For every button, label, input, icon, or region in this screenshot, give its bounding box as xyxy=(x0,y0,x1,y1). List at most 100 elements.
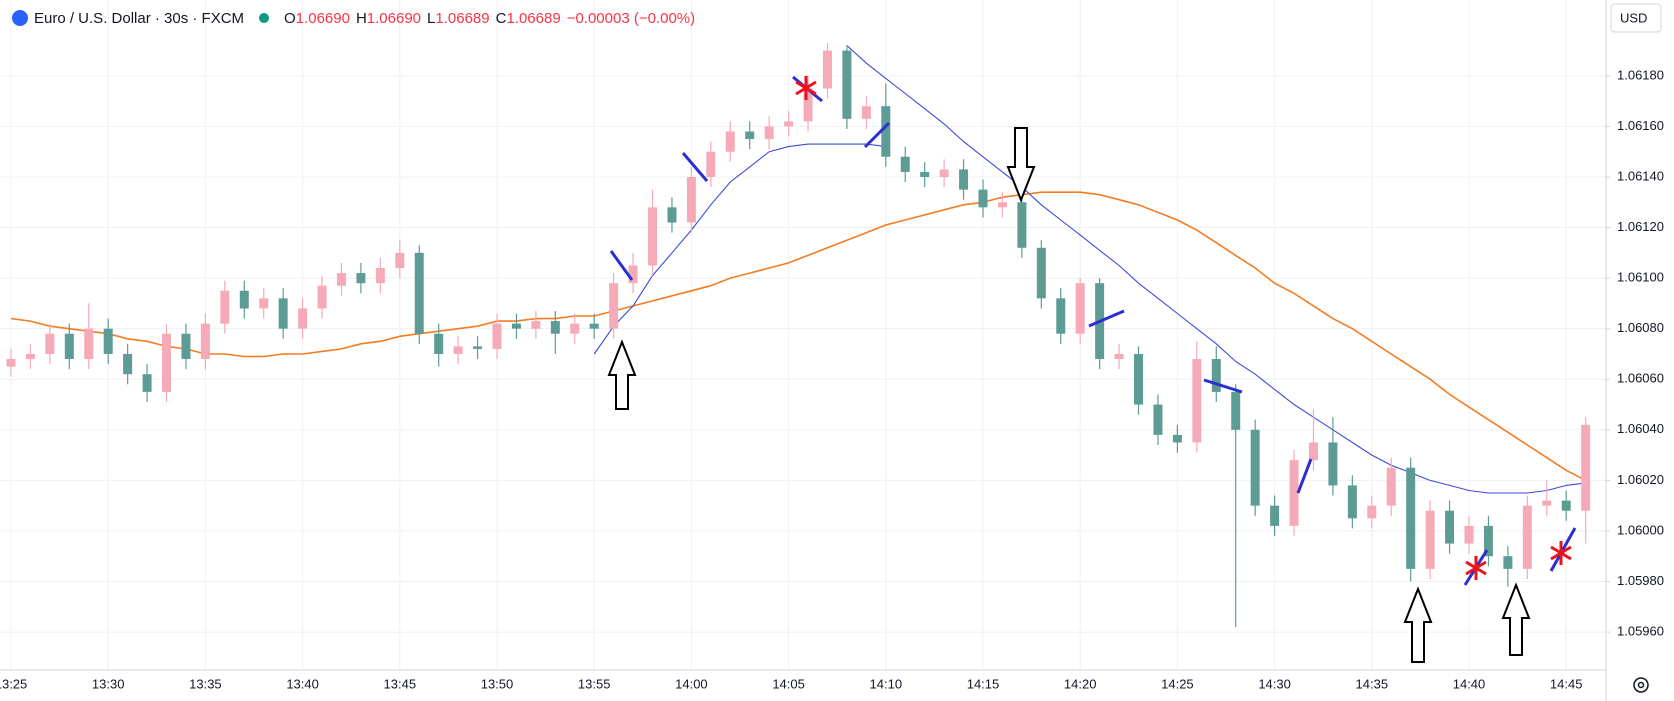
candle-body xyxy=(414,252,424,334)
candle-body xyxy=(570,323,580,334)
stroke-mark xyxy=(1088,309,1125,328)
x-tick-label: 13:35 xyxy=(189,676,222,691)
candle-body xyxy=(1425,510,1435,569)
gear-outer xyxy=(1633,677,1649,693)
y-tick-label: 1.06100 xyxy=(1617,270,1664,285)
candle-body xyxy=(492,323,502,349)
x-tick-label: 14:40 xyxy=(1453,676,1486,691)
candle-body xyxy=(45,333,55,354)
candle-body xyxy=(939,169,949,177)
candle-body xyxy=(6,359,16,367)
ohlc-key: O xyxy=(284,9,296,27)
x-tick-label: 13:25 xyxy=(0,676,27,691)
y-tick-label: 1.06160 xyxy=(1617,118,1664,133)
x-tick-label: 13:50 xyxy=(481,676,514,691)
candle-body xyxy=(1172,434,1182,443)
candle-body xyxy=(764,126,774,140)
y-tick-label: 1.06020 xyxy=(1617,472,1664,487)
candle-body xyxy=(1231,391,1241,430)
y-tick-label: 1.06000 xyxy=(1617,522,1664,537)
candle-body xyxy=(609,283,619,329)
currency-label: USD xyxy=(1620,10,1647,25)
candle-body xyxy=(278,298,288,329)
candle-body xyxy=(1483,525,1493,557)
line-series xyxy=(593,143,886,355)
candle-body xyxy=(686,176,696,223)
star xyxy=(1465,556,1487,580)
candle-body xyxy=(1386,467,1396,506)
x-tick-label: 13:30 xyxy=(92,676,125,691)
candle-body xyxy=(1464,525,1474,544)
candle-body xyxy=(453,346,463,354)
candle-body xyxy=(84,328,94,360)
y-tick-label: 1.05960 xyxy=(1617,624,1664,639)
candle-body xyxy=(842,50,852,119)
candle-body xyxy=(1017,202,1027,248)
candle-body xyxy=(648,207,658,266)
candle-body xyxy=(511,323,521,329)
stroke-mark xyxy=(681,152,709,182)
candle-body xyxy=(200,323,210,360)
x-tick-label: 14:25 xyxy=(1161,676,1194,691)
candle-body xyxy=(667,207,677,223)
x-tick-label: 13:40 xyxy=(286,676,319,691)
symbol-title[interactable]: Euro / U.S. Dollar · 30s · FXCM xyxy=(34,9,245,27)
annotations xyxy=(607,75,1577,663)
x-tick-label: 14:10 xyxy=(870,676,903,691)
candle-body xyxy=(142,374,152,392)
candle-body xyxy=(336,273,346,286)
up-arrow xyxy=(1501,582,1531,656)
y-tick-label: 1.06060 xyxy=(1617,371,1664,386)
candle-body xyxy=(1153,404,1163,435)
candle-body xyxy=(1542,500,1552,506)
candle-body xyxy=(1561,500,1571,511)
candle-body xyxy=(1270,505,1280,526)
ohlc-key: C xyxy=(495,9,507,27)
candle-body xyxy=(1250,429,1260,506)
settings-icon[interactable] xyxy=(1633,677,1649,693)
candle-body xyxy=(1036,247,1046,299)
y-tick-label: 1.05980 xyxy=(1617,573,1664,588)
candle-body xyxy=(1134,353,1144,405)
candle-body xyxy=(1192,359,1202,443)
x-tick-label: 13:45 xyxy=(384,676,417,691)
candle-body xyxy=(25,353,35,360)
candle-body xyxy=(239,290,249,309)
candle-body xyxy=(550,321,560,334)
currency-button[interactable] xyxy=(1610,3,1662,33)
stroke-mark xyxy=(863,121,891,149)
ohlc-values: O1.06690 H1.06690 L1.06689 C1.06689 xyxy=(284,10,567,27)
candle-body xyxy=(1211,359,1221,392)
x-tick-label: 14:15 xyxy=(967,676,1000,691)
change: −0.00003 (−0.00%) xyxy=(566,9,696,27)
symbol-icon xyxy=(12,10,28,26)
ohlc-value: 1.06690 xyxy=(366,9,422,27)
candle-body xyxy=(1445,510,1455,544)
candle-body xyxy=(1406,467,1416,569)
candle-body xyxy=(1056,298,1066,334)
candle-body xyxy=(1367,505,1377,519)
candle-body xyxy=(375,268,385,284)
legend-header: Euro / U.S. Dollar · 30s · FXCM O 1.06690… xyxy=(0,6,701,30)
plot xyxy=(0,0,1606,670)
candle-body xyxy=(1114,353,1124,360)
y-tick-label: 1.06080 xyxy=(1617,320,1664,335)
candle-body xyxy=(959,169,969,190)
stroke-mark xyxy=(1549,527,1577,572)
x-tick-label: 13:55 xyxy=(578,676,611,691)
candle-body xyxy=(745,131,755,140)
candle-body xyxy=(900,156,910,172)
candle-body xyxy=(1289,460,1299,526)
candle-body xyxy=(220,290,230,324)
candle-body xyxy=(1522,505,1532,569)
candle-body xyxy=(1308,442,1318,461)
candle-body xyxy=(1503,556,1513,569)
candle-body xyxy=(822,50,832,89)
y-tick-label: 1.06040 xyxy=(1617,421,1664,436)
x-tick-label: 14:35 xyxy=(1356,676,1389,691)
candle-body xyxy=(1075,283,1085,334)
candle-body xyxy=(861,106,871,119)
candle-body xyxy=(1347,485,1357,519)
x-tick-label: 14:45 xyxy=(1550,676,1583,691)
